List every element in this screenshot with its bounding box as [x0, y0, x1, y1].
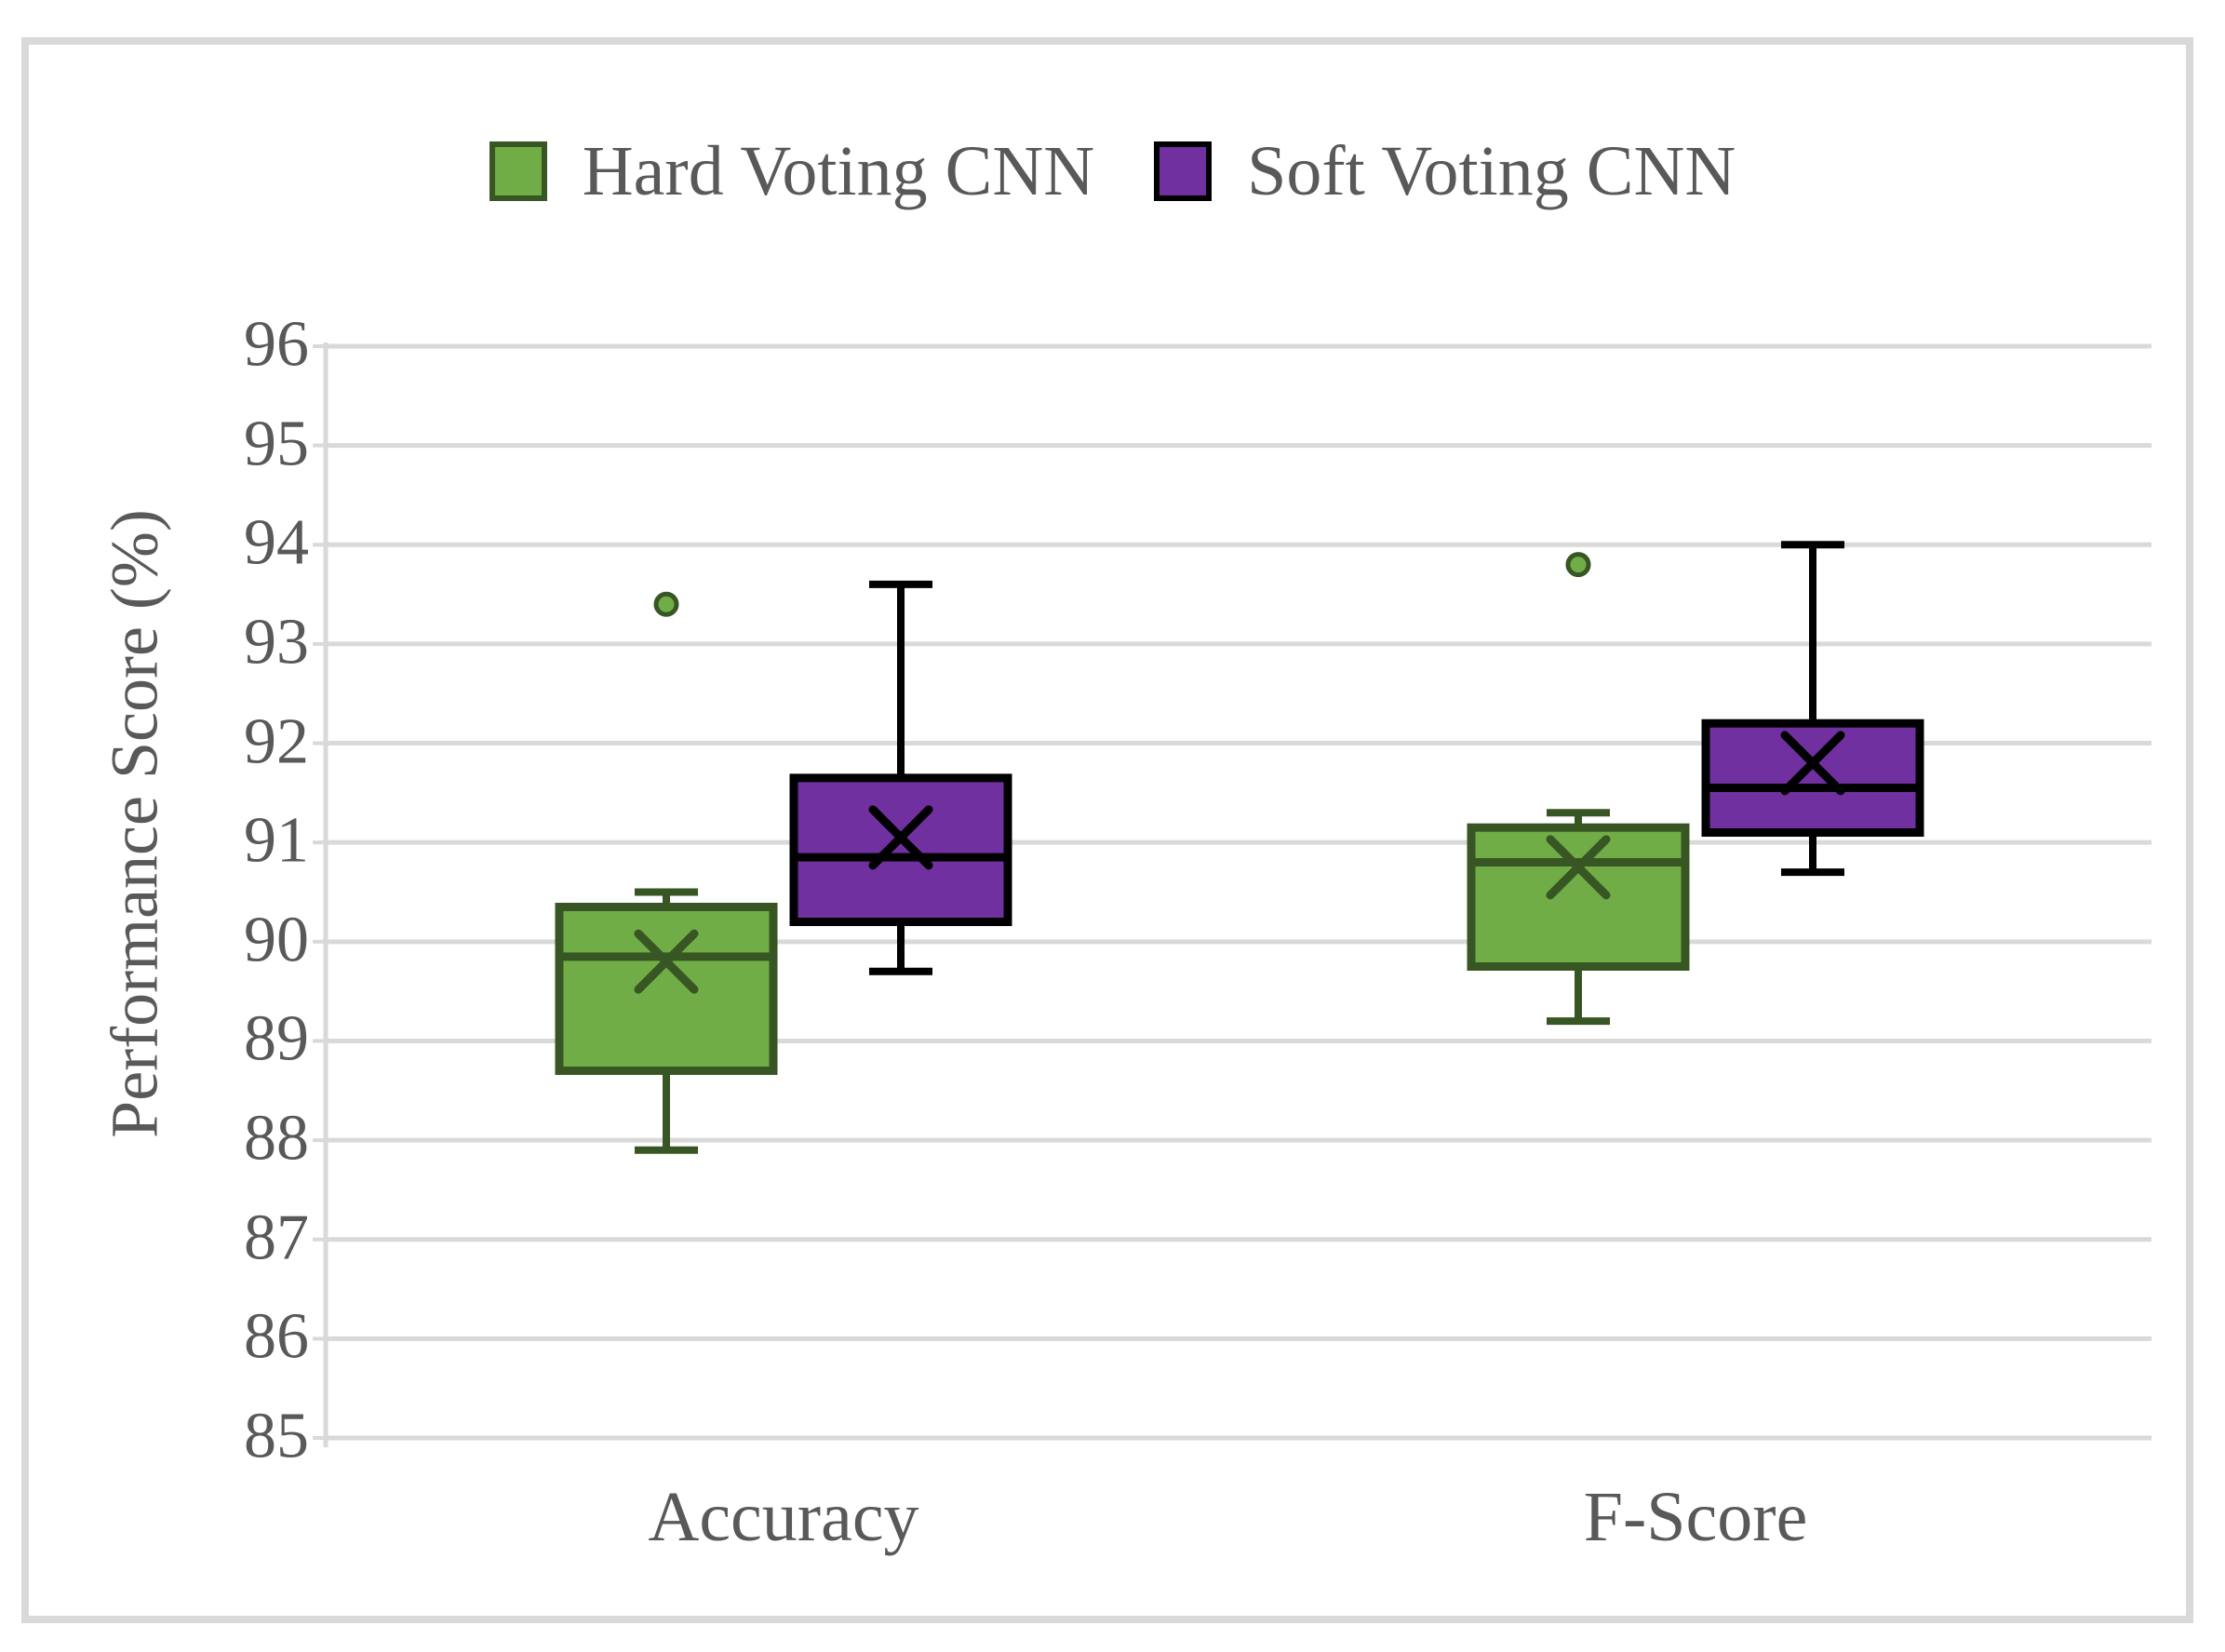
legend-label: Hard Voting CNN	[582, 132, 1095, 210]
legend-label: Soft Voting CNN	[1247, 132, 1736, 210]
legend-swatch-icon	[1154, 141, 1213, 201]
x-category-label-f-score: F-Score	[1583, 1478, 1808, 1556]
y-tick-label-88: 88	[244, 1102, 309, 1175]
y-tick-label-94: 94	[244, 506, 309, 579]
y-tick-label-92: 92	[244, 705, 309, 778]
y-tick-label-96: 96	[244, 308, 309, 381]
box-hard-f-score-iqr	[1467, 823, 1690, 971]
y-tick-label-95: 95	[244, 408, 309, 480]
legend-item-1: Soft Voting CNN	[1154, 136, 1736, 207]
box-hard-f-score-outlier	[1565, 552, 1591, 578]
legend-item-0: Hard Voting CNN	[489, 136, 1094, 207]
y-tick-label-89: 89	[244, 1003, 309, 1076]
y-tick-label-85: 85	[244, 1400, 309, 1472]
legend: Hard Voting CNN Soft Voting CNN	[0, 136, 2225, 207]
y-tick-label-86: 86	[244, 1300, 309, 1373]
legend-swatch-icon	[489, 141, 547, 201]
box-hard-accuracy-iqr	[555, 902, 778, 1075]
box-soft-accuracy-iqr	[789, 773, 1012, 926]
box-soft-accuracy-mean-x	[868, 805, 933, 870]
y-tick-label-90: 90	[244, 904, 309, 976]
box-hard-accuracy-outlier	[653, 591, 679, 617]
y-tick-label-87: 87	[244, 1202, 309, 1274]
y-tick-label-93: 93	[244, 606, 309, 678]
box-hard-accuracy-mean-x	[634, 929, 699, 994]
y-tick-label-91: 91	[244, 804, 309, 877]
x-category-label-accuracy: Accuracy	[648, 1478, 919, 1556]
box-soft-f-score-iqr	[1701, 719, 1924, 838]
box-hard-f-score-mean-x	[1546, 835, 1611, 900]
box-soft-f-score-mean-x	[1780, 731, 1845, 796]
figure-border	[21, 37, 2193, 1623]
